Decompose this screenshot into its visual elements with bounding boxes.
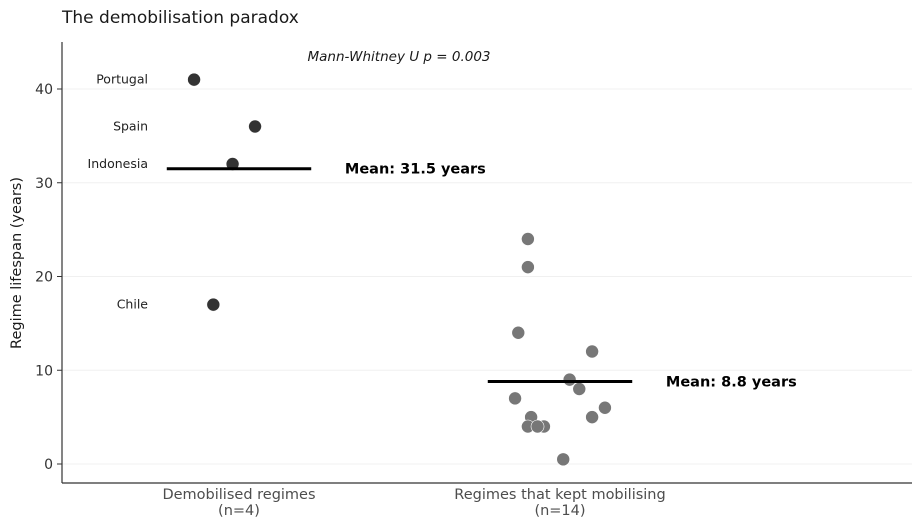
data-point-2-10	[585, 410, 599, 424]
tick-label-10: 10	[35, 363, 53, 379]
category-sublabel-2: (n=14)	[534, 503, 585, 519]
data-point-2-2	[521, 260, 535, 274]
data-point-2-14	[556, 452, 571, 467]
grid-lines	[62, 88, 912, 465]
tick-label-30: 30	[35, 176, 53, 192]
tick-label-0: 0	[44, 457, 53, 473]
point-label-indonesia: Indonesia	[88, 156, 148, 171]
mean-markers: Mean: 31.5 years Mean: 8.8 years	[166, 162, 797, 391]
category-label-2: Regimes that kept mobilising	[454, 487, 665, 503]
point-label-spain: Spain	[113, 119, 148, 134]
data-point-2-7	[508, 391, 522, 406]
data-point-2-8	[598, 400, 612, 415]
data-point-2-6	[572, 382, 587, 396]
data-point-1-1	[187, 72, 201, 87]
y-axis-title: Regime lifespan (years)	[9, 177, 25, 349]
axes	[61, 42, 912, 484]
mean-label-1: Mean: 31.5 years	[345, 162, 486, 178]
x-category-labels: Demobilised regimes(n=4) Regimes that kep…	[162, 487, 665, 519]
category-sublabel-1: (n=4)	[218, 503, 260, 519]
test-annotation: Mann-Whitney U p = 0.003	[307, 49, 490, 65]
y-ticks: 0 10 20 30 40	[35, 82, 62, 473]
data-point-1-4	[206, 297, 221, 312]
data-points: Portugal Spain Indonesia Chile	[88, 72, 612, 467]
point-label-chile: Chile	[117, 297, 149, 312]
tick-label-20: 20	[35, 270, 53, 286]
data-point-2-5	[562, 372, 577, 387]
tick-label-40: 40	[35, 82, 53, 98]
point-label-portugal: Portugal	[96, 72, 148, 87]
chart-title: The demobilisation paradox	[61, 8, 299, 28]
data-point-1-2	[248, 119, 262, 134]
data-point-2-13	[530, 419, 545, 434]
data-point-2-3	[511, 325, 526, 340]
category-label-1: Demobilised regimes	[162, 487, 315, 503]
data-point-2-1	[521, 232, 535, 246]
mean-label-2: Mean: 8.8 years	[666, 375, 797, 391]
data-point-2-4	[585, 344, 599, 359]
